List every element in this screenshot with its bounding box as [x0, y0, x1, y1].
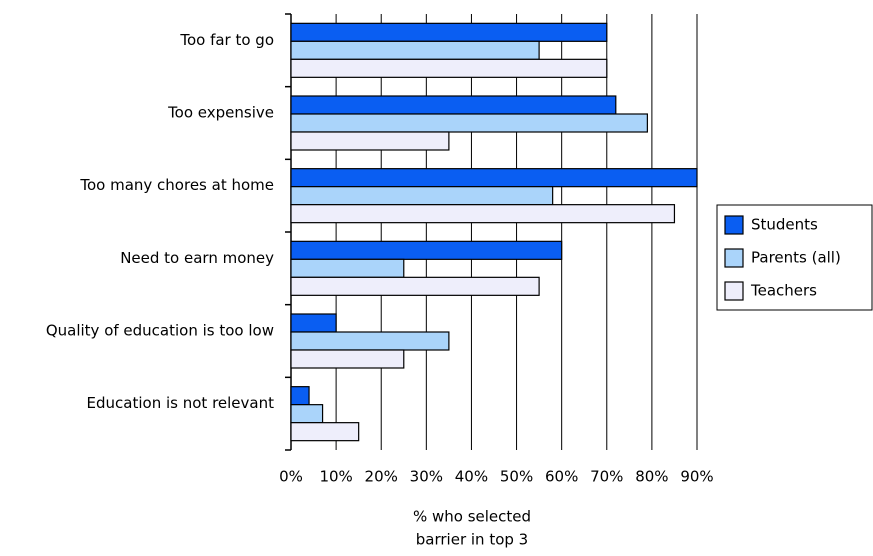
legend-swatch: [724, 281, 744, 301]
bar: [290, 131, 450, 151]
x-tick-label: 30%: [410, 468, 443, 486]
bar: [290, 204, 676, 224]
bar: [290, 258, 405, 278]
x-tick-label: 10%: [319, 468, 352, 486]
x-axis-title: % who selected: [413, 508, 531, 526]
y-tick-label: Too far to go: [179, 31, 274, 49]
legend-label: Students: [751, 216, 818, 234]
x-tick-label: 0%: [279, 468, 303, 486]
x-tick-label: 70%: [590, 468, 623, 486]
bar: [290, 40, 540, 60]
x-axis-title: barrier in top 3: [416, 531, 528, 549]
bar: [290, 240, 563, 260]
legend-swatch: [724, 248, 744, 268]
legend-label: Parents (all): [751, 249, 841, 267]
y-tick-label: Education is not relevant: [87, 394, 275, 412]
y-tick-label: Quality of education is too low: [46, 322, 274, 340]
legend-label: Teachers: [750, 282, 817, 300]
bar: [290, 113, 648, 133]
x-tick-label: 80%: [635, 468, 668, 486]
bar: [290, 386, 310, 406]
x-tick-label: 90%: [680, 468, 713, 486]
bar: [290, 313, 337, 333]
x-tick-label: 60%: [545, 468, 578, 486]
y-tick-label: Too expensive: [167, 104, 274, 122]
bar: [290, 331, 450, 351]
bar: [290, 95, 617, 115]
legend-swatch: [724, 215, 744, 235]
bar: [290, 422, 360, 442]
bar: [290, 276, 540, 296]
y-tick-label: Too many chores at home: [79, 176, 274, 194]
bar: [290, 168, 698, 188]
bar: [290, 404, 324, 424]
x-tick-label: 20%: [365, 468, 398, 486]
y-tick-label: Need to earn money: [120, 249, 274, 267]
x-tick-label: 40%: [455, 468, 488, 486]
bar: [290, 22, 608, 42]
bar: [290, 58, 608, 78]
bar: [290, 349, 405, 369]
bar: [290, 186, 554, 206]
x-tick-label: 50%: [500, 468, 533, 486]
